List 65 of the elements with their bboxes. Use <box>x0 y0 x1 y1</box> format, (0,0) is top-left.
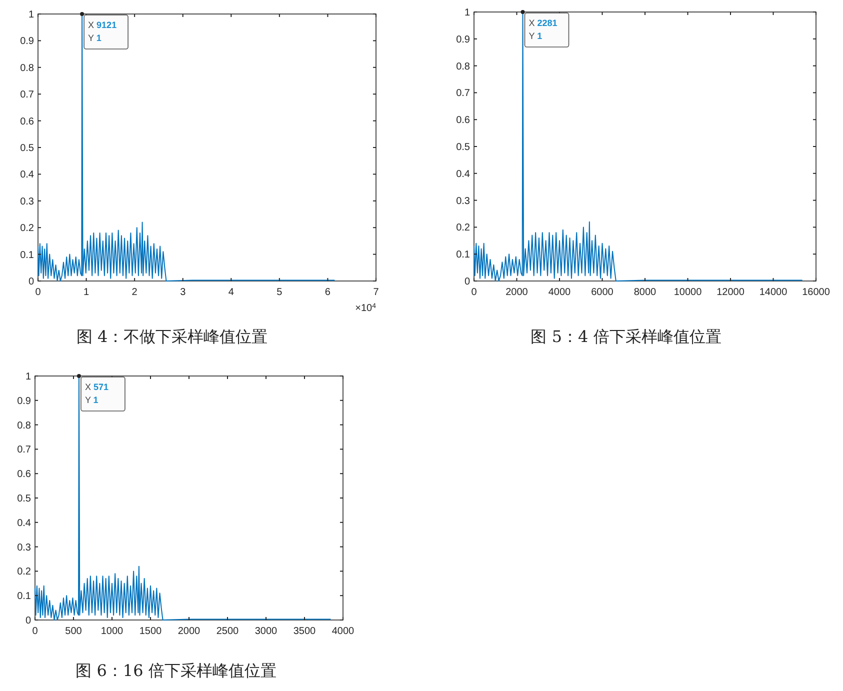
y-tick-label: 0.6 <box>17 469 32 480</box>
x-tick-label: 1000 <box>100 626 124 637</box>
x-tick-label: 6000 <box>591 287 614 298</box>
text: ×10$^{4}$ <box>355 302 376 314</box>
y-tick-label: 0.6 <box>20 116 34 128</box>
x-tick-label: 8000 <box>634 287 657 298</box>
y-tick-label: 0.6 <box>456 115 470 126</box>
y-tick-label: 0 <box>28 276 34 288</box>
y-tick-label: 0.4 <box>456 168 470 180</box>
x-tick-label: 3500 <box>293 626 316 637</box>
x-tick-label: 2000 <box>506 287 528 298</box>
x-tick-label: 7 <box>373 287 380 298</box>
x-tick-label: 10000 <box>674 287 702 298</box>
x-tick-label: 0 <box>35 287 42 298</box>
text: 图 5：4 倍下采样峰值位置 <box>530 327 722 346</box>
annotation: X 2281 Y 1 <box>528 18 558 41</box>
text: 图 4：不做下采样峰值位置 <box>76 327 268 346</box>
y-tick-label: 0.3 <box>20 196 34 208</box>
annotation: X 571 Y 1 <box>84 382 109 405</box>
y-tick-label: 0.4 <box>17 518 32 529</box>
y-tick-label: 0.5 <box>456 142 470 153</box>
y-tick-label: 0.7 <box>17 444 32 456</box>
y-tick-label: 0.2 <box>17 566 32 578</box>
x-tick-label: 4000 <box>548 287 572 298</box>
y-tick-label: 0.2 <box>456 222 470 234</box>
x-tick-label: 2000 <box>178 626 201 637</box>
y-tick-label: 1 <box>25 372 32 382</box>
y-tick-label: 0.1 <box>17 591 32 602</box>
y-tick-label: 0.8 <box>456 61 470 72</box>
x-tick-label: 2 <box>132 287 138 298</box>
y-tick-label: 1 <box>28 10 34 20</box>
x-tick-label: 6 <box>324 287 331 298</box>
y-tick-label: 0.9 <box>17 396 32 407</box>
x-tick-label: 2500 <box>216 626 240 637</box>
y-tick-label: 0.7 <box>456 88 470 100</box>
x-tick-label: 4000 <box>332 626 355 637</box>
annotation: X 9121 Y 1 <box>88 20 117 43</box>
y-tick-label: 0.5 <box>20 143 34 154</box>
x-tick-label: 14000 <box>759 287 788 298</box>
text: 图 6：16 倍下采样峰值位置 <box>76 661 276 680</box>
x-tick-label: 0 <box>471 287 478 298</box>
y-tick-label: 0.1 <box>456 250 470 261</box>
x-tick-label: 12000 <box>716 287 745 298</box>
y-tick-label: 1 <box>464 8 470 18</box>
x-tick-label: 1 <box>84 287 90 298</box>
x-tick-label: 4 <box>228 287 234 298</box>
y-tick-label: 0 <box>464 276 470 288</box>
y-tick-label: 0.3 <box>17 542 32 554</box>
y-tick-label: 0.4 <box>20 170 34 181</box>
y-tick-label: 0.5 <box>17 494 32 504</box>
x-tick-label: 5 <box>276 287 283 298</box>
x-tick-label: 3000 <box>254 626 278 637</box>
y-tick-label: 0.7 <box>20 90 34 101</box>
x-tick-label: 16000 <box>802 287 830 298</box>
y-tick-label: 0.9 <box>20 36 34 48</box>
y-tick-label: 0.3 <box>456 196 470 207</box>
y-tick-label: 0.8 <box>20 62 34 74</box>
x-tick-label: 500 <box>65 626 82 637</box>
y-tick-label: 0.1 <box>20 250 34 261</box>
y-tick-label: 0.9 <box>456 34 470 46</box>
y-tick-label: 0.8 <box>17 420 32 432</box>
x-tick-label: 1500 <box>139 626 162 637</box>
x-tick-label: 3 <box>180 287 186 298</box>
y-tick-label: 0.2 <box>20 223 34 234</box>
y-tick-label: 0 <box>25 616 32 626</box>
